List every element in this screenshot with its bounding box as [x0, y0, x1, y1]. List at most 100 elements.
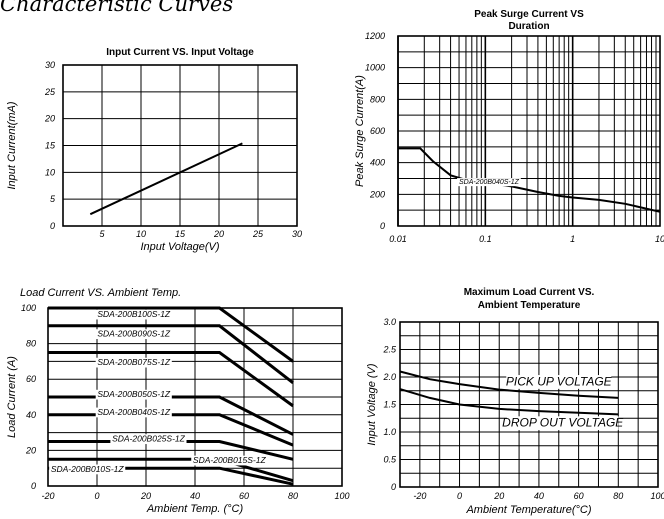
- y-tick-label: 0: [50, 221, 55, 231]
- series-label-bg: [95, 357, 172, 368]
- y-tick-label: 20: [25, 445, 36, 455]
- x-tick-label: 0: [94, 491, 99, 501]
- series-line-sda-200b025s-1z: [48, 440, 294, 461]
- y-tick-label: 0: [391, 482, 396, 492]
- gridlines: [397, 35, 660, 227]
- y-axis-label: Load Current (A): [6, 356, 18, 438]
- series-line-sda-200b090s-1z: [48, 324, 294, 384]
- y-tick-label: 1200: [365, 31, 385, 41]
- gridlines: [399, 321, 659, 488]
- y-axis-label: Input Voltage (V): [366, 363, 378, 445]
- y-tick-label: 5: [50, 194, 56, 204]
- y-tick-label: 2.5: [382, 345, 397, 355]
- y-tick-label: 30: [45, 60, 55, 70]
- chart-title: Duration: [508, 21, 549, 32]
- series-label: SDA-200B040S-1Z: [459, 179, 520, 186]
- x-tick-label: 0.1: [479, 234, 492, 244]
- x-tick-label: 40: [190, 491, 200, 501]
- y-tick-label: 400: [370, 158, 385, 168]
- y-axis-label: Peak Surge Current(A): [354, 75, 366, 187]
- x-tick-label: -20: [413, 491, 426, 501]
- series-label-bg: [95, 407, 172, 418]
- x-axis-label: Ambient Temperature(°C): [465, 504, 591, 516]
- x-tick-label: 40: [534, 491, 544, 501]
- y-tick-label: 800: [370, 94, 385, 104]
- y-tick-label: 1.0: [383, 427, 396, 437]
- plot-frame: [399, 321, 659, 488]
- x-tick-label: 80: [613, 491, 623, 501]
- series-label: SDA-200B050S-1Z: [97, 389, 171, 399]
- series-label-bg: [95, 329, 172, 340]
- x-tick-label: 5: [99, 229, 105, 239]
- plot-frame: [397, 35, 661, 227]
- series-label-bg: [95, 309, 172, 320]
- x-tick-label: -20: [41, 491, 54, 501]
- x-tick-label: 20: [213, 229, 224, 239]
- series-label: SDA-200B090S-1Z: [97, 328, 171, 338]
- y-tick-label: 2.0: [382, 372, 396, 382]
- y-axis-label: Input Current(mA): [6, 101, 18, 189]
- series-label: PICK UP VOLTAGE: [506, 374, 613, 388]
- series-label: SDA-200B040S-1Z: [97, 407, 171, 417]
- series-label: SDA-200B025S-1Z: [112, 434, 186, 444]
- x-tick-label: 1: [570, 234, 575, 244]
- y-tick-label: 0: [380, 221, 385, 231]
- y-tick-label: 0: [31, 481, 36, 491]
- x-tick-label: 0: [457, 491, 462, 501]
- x-tick-label: 100: [334, 491, 349, 501]
- x-tick-label: 80: [288, 491, 298, 501]
- chart-title: Ambient Temperature: [478, 300, 581, 311]
- y-tick-label: 25: [44, 87, 56, 97]
- y-tick-label: 80: [26, 339, 36, 349]
- x-tick-label: 10: [136, 229, 146, 239]
- y-tick-label: 100: [21, 303, 36, 313]
- x-tick-label: 15: [175, 229, 186, 239]
- y-tick-label: 3.0: [383, 317, 396, 327]
- page-title: Characteristic Curves: [0, 0, 234, 16]
- plot-frame: [62, 64, 298, 227]
- series-label: DROP OUT VOLTAGE: [502, 416, 624, 430]
- chart-title: Maximum Load Current VS.: [464, 287, 595, 298]
- y-tick-label: 15: [45, 141, 56, 151]
- x-tick-label: 30: [292, 229, 302, 239]
- chart-title: Load Current VS. Ambient Temp.: [20, 287, 181, 299]
- gridlines: [62, 64, 298, 227]
- series-label-bg: [506, 375, 612, 389]
- series-line-sda-200b040s-1z: [398, 147, 661, 213]
- x-tick-label: 60: [574, 491, 584, 501]
- series-label-bg: [95, 389, 172, 400]
- series-label: SDA-200B015S-1Z: [193, 455, 267, 465]
- y-tick-label: 10: [45, 167, 55, 177]
- series-label: SDA-200B010S-1Z: [51, 464, 125, 474]
- y-tick-label: 1.5: [383, 400, 397, 410]
- x-tick-label: 20: [140, 491, 151, 501]
- chart-title: Input Current VS. Input Voltage: [106, 47, 254, 58]
- series-label-bg: [191, 455, 268, 466]
- series-line-sda-200b075s-1z: [48, 351, 294, 408]
- y-tick-label: 20: [44, 114, 55, 124]
- y-tick-label: 60: [26, 374, 36, 384]
- chart-input-current: Input Current VS. Input Voltage Input Vol…: [6, 47, 302, 253]
- series-label-bg: [506, 416, 619, 431]
- series-line-sda-200b100s-1z: [48, 306, 294, 363]
- y-tick-label: 200: [369, 189, 385, 199]
- x-tick-label: 60: [239, 491, 249, 501]
- y-tick-label: 40: [26, 410, 36, 420]
- series-line-pick-up-voltage: [399, 370, 619, 399]
- chart-title: Peak Surge Current VS: [474, 9, 584, 20]
- x-tick-label: 10: [655, 234, 664, 244]
- x-tick-label: 0.01: [389, 234, 407, 244]
- series-line-drop-out-voltage: [399, 388, 619, 416]
- x-axis-label: Input Voltage(V): [140, 241, 219, 253]
- series-label: SDA-200B100S-1Z: [97, 309, 171, 319]
- y-tick-label: 1000: [365, 63, 385, 73]
- chart-max-load: Maximum Load Current VS. Ambient Temperat…: [366, 287, 664, 516]
- x-tick-label: 100: [650, 491, 664, 501]
- y-tick-label: 0.5: [383, 455, 397, 465]
- series-label-bg: [457, 178, 521, 187]
- series-label: SDA-200B075S-1Z: [97, 357, 171, 367]
- x-axis-label: Ambient Temp. (°C): [146, 503, 244, 515]
- series-line: [89, 142, 243, 216]
